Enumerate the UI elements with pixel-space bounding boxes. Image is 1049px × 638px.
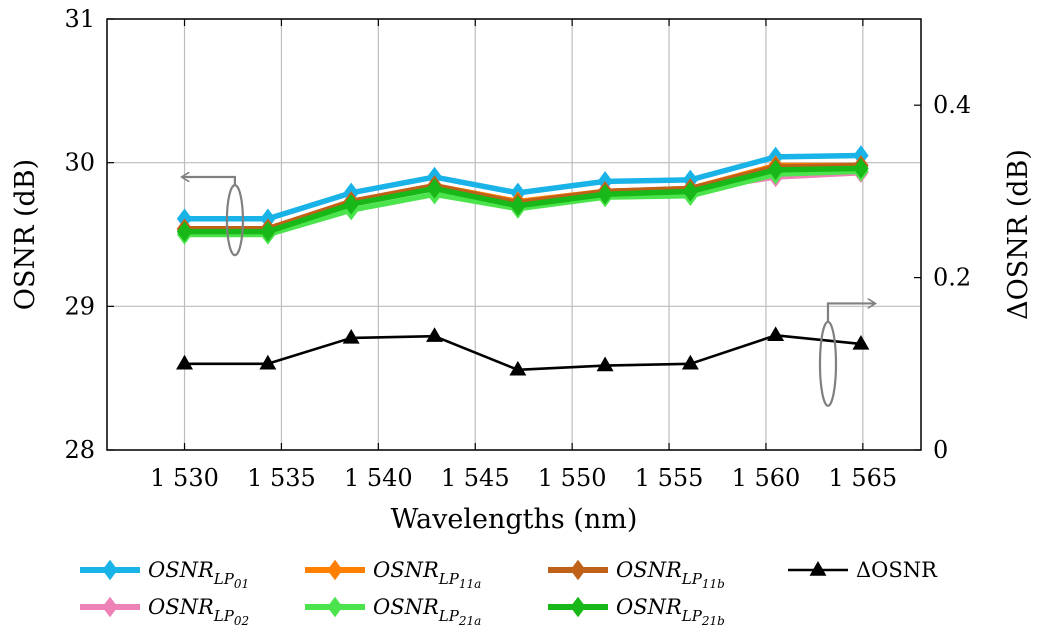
legend-label-sub: LP (681, 607, 703, 625)
legend-item: OSNRLP02 (80, 595, 249, 628)
legend-swatch-marker (327, 559, 343, 581)
data-point (343, 194, 359, 215)
data-point (853, 158, 869, 179)
legend-swatch-marker (102, 559, 118, 581)
left-axis-arrow (183, 177, 237, 186)
data-point (176, 221, 193, 242)
data-point (767, 326, 785, 342)
legend-label-base: OSNR (373, 558, 439, 582)
legend-label-subsub: 02 (234, 614, 249, 628)
legend-swatch-marker (102, 596, 118, 618)
y-left-tick-label: 29 (64, 292, 95, 320)
right-axis-arrow (826, 303, 875, 322)
x-tick-label: 1 535 (247, 464, 316, 492)
series-OSNR_LP21b (176, 158, 869, 242)
y-left-tick-label: 28 (64, 436, 95, 464)
data-point (259, 354, 277, 370)
data-point (176, 354, 193, 370)
legend-label: OSNRLP01 (148, 558, 249, 591)
legend: OSNRLP01OSNRLP11aOSNRLP11bΔOSNROSNRLP02O… (80, 558, 938, 628)
data-point (260, 221, 276, 242)
y-axis-label-right: ΔOSNR (dB) (1003, 149, 1034, 320)
legend-label-subsub: 01 (234, 577, 249, 591)
data-point (426, 327, 444, 342)
data-point (597, 184, 613, 205)
x-tick-label: 1 565 (828, 464, 897, 492)
y-axis-label-left: OSNR (dB) (10, 159, 41, 310)
y-right-tick-label: 0.2 (933, 264, 971, 292)
legend-label-sub: LP (213, 570, 235, 588)
series-layer (176, 145, 870, 376)
x-tick-label: 1 545 (441, 464, 510, 492)
x-axis-label: Wavelengths (nm) (391, 504, 638, 535)
legend-label-sub: LP (438, 607, 460, 625)
legend-label-subsub: 21a (458, 614, 481, 628)
legend-label: OSNRLP02 (148, 595, 249, 628)
legend-label: OSNRLP11a (373, 558, 481, 591)
legend-label-base: OSNR (148, 558, 214, 582)
series-ΔOSNR (176, 326, 870, 376)
plot-frame (106, 18, 922, 451)
legend-label-subsub: 21b (701, 614, 725, 628)
legend-label: ΔOSNR (856, 558, 938, 582)
y-right-tick-label: 0 (933, 436, 948, 464)
y-right-tick-label: 0.4 (933, 91, 971, 119)
x-tick-label: 1 560 (732, 464, 801, 492)
x-tick-label: 1 555 (635, 464, 704, 492)
data-point (342, 328, 360, 344)
legend-swatch-marker (570, 596, 586, 618)
data-point (596, 356, 614, 372)
legend-item: OSNRLP21a (305, 595, 481, 628)
legend-label-sub: LP (438, 570, 460, 588)
data-point (767, 159, 784, 181)
legend-item: ΔOSNR (788, 558, 938, 582)
ticks: 1 530 1 535 1 540 1 545 1 550 1 555 1 560 1 565… (64, 5, 971, 492)
x-tick-label: 1 550 (538, 464, 607, 492)
legend-label-subsub: 11b (702, 577, 725, 591)
legend-swatch-marker (327, 596, 343, 618)
data-point (426, 178, 443, 199)
legend-label: OSNRLP21a (373, 595, 481, 628)
legend-label-base: OSNR (616, 595, 682, 619)
data-point (510, 195, 526, 217)
legend-swatch-marker (809, 560, 827, 576)
legend-label-subsub: 11a (459, 577, 481, 591)
legend-label-base: OSNR (616, 558, 682, 582)
x-tick-label: 1 530 (150, 464, 219, 492)
series-line (184, 334, 862, 372)
legend-label-base: OSNR (373, 595, 439, 619)
data-point (681, 354, 699, 370)
legend-item: OSNRLP21b (548, 595, 725, 628)
legend-label-sub: LP (681, 570, 703, 588)
legend-label: OSNRLP21b (616, 595, 725, 628)
x-tick-label: 1 540 (344, 464, 413, 492)
data-point (852, 334, 870, 350)
data-point (682, 181, 699, 202)
legend-item: OSNRLP11a (305, 558, 481, 591)
legend-item: OSNRLP01 (80, 558, 249, 591)
right-axis-ellipse (818, 320, 838, 407)
data-point (509, 360, 527, 376)
legend-label-sub: LP (213, 607, 235, 625)
legend-item: OSNRLP11b (548, 558, 725, 591)
y-left-tick-label: 31 (64, 5, 95, 33)
legend-label-base: OSNR (148, 595, 214, 619)
legend-swatch-marker (570, 559, 586, 581)
axis-annotations (183, 177, 875, 407)
legend-label: OSNRLP11b (616, 558, 725, 591)
y-left-tick-label: 30 (64, 149, 95, 177)
